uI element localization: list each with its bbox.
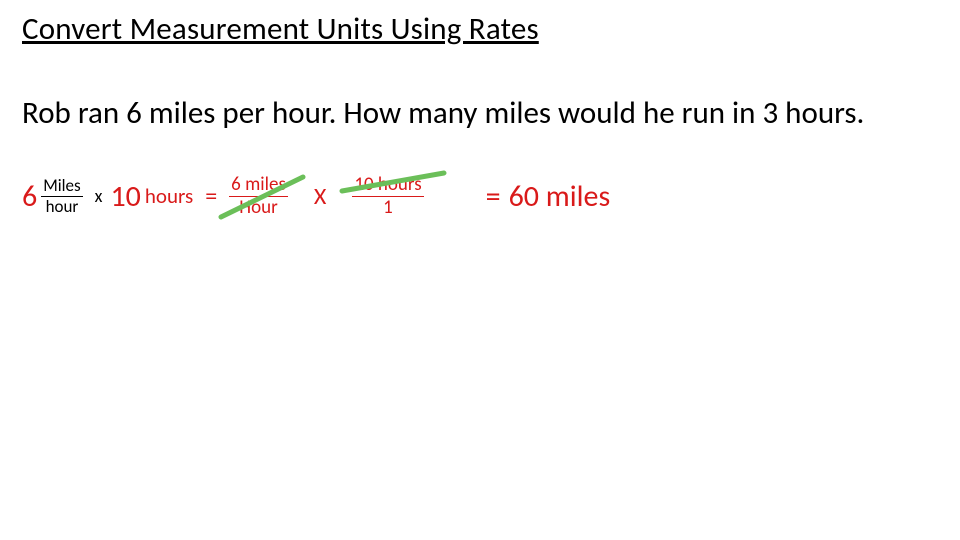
frac-miles-hour: Miles hour [41, 177, 82, 216]
hours-label: hours [145, 183, 193, 209]
one: 1 [381, 197, 395, 218]
ten: 10 [110, 178, 140, 215]
miles-label: Miles [41, 177, 82, 197]
frac-6miles-hour: 6 miles Hour [229, 175, 288, 218]
result: 60 miles [509, 178, 611, 215]
slide: Convert Measurement Units Using Rates Ro… [0, 0, 960, 540]
equals-2: = [486, 178, 501, 215]
six: 6 [22, 178, 37, 215]
problem-text: Rob ran 6 miles per hour. How many miles… [22, 94, 938, 133]
ten-hours: 10 hours [352, 175, 423, 197]
times-1: x [95, 185, 103, 207]
slide-title: Convert Measurement Units Using Rates [22, 10, 938, 48]
equation-row: 6 Miles hour x 10 hours = 6 miles Hour X [22, 175, 938, 218]
times-2: X [314, 182, 326, 211]
equals-1: = [205, 182, 217, 211]
hour-2: Hour [237, 197, 279, 218]
hour-label: hour [44, 197, 81, 216]
frac-10hours-1: 10 hours 1 [352, 175, 423, 218]
six-miles: 6 miles [229, 175, 288, 197]
